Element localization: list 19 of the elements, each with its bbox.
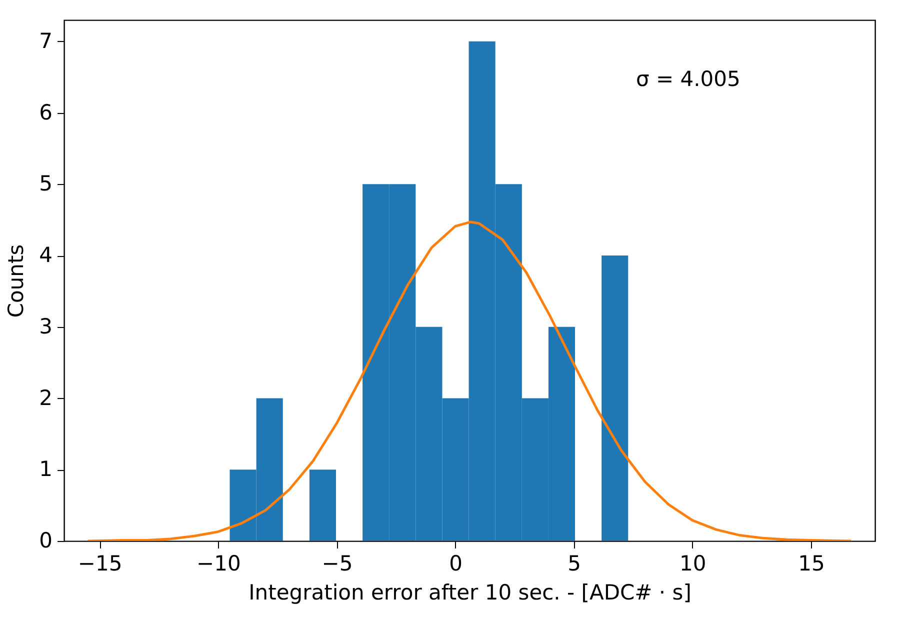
y-tick-label: 2 (39, 386, 52, 410)
y-axis-title: Counts (4, 244, 28, 318)
y-tick-label: 0 (39, 528, 52, 552)
x-tick-label: 10 (680, 552, 706, 576)
y-tick-label: 6 (39, 100, 52, 124)
y-tick-label: 1 (39, 457, 52, 482)
x-tick-label: 5 (568, 552, 582, 576)
x-tick-label: −10 (196, 552, 241, 576)
line-series (86, 220, 853, 541)
y-tick-label: 3 (39, 314, 52, 338)
x-tick-label: −5 (322, 552, 353, 576)
x-tick-label: 15 (798, 552, 825, 576)
x-tick-label: 0 (449, 552, 462, 576)
annotation: σ = 4.005 (636, 67, 740, 91)
y-tick-label: 5 (39, 172, 52, 196)
x-axis-title: Integration error after 10 sec. - [ADC# · s] (248, 580, 692, 604)
y-tick-label: 4 (39, 243, 52, 268)
y-tick-label: 7 (39, 28, 52, 53)
x-tick-label: −15 (78, 552, 122, 576)
